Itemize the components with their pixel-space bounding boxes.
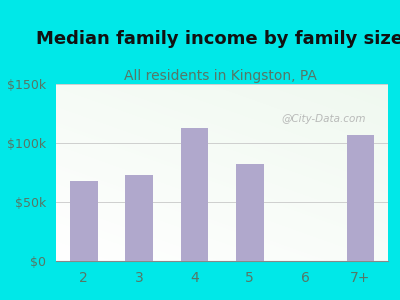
Bar — [125, 175, 153, 261]
Text: All residents in Kingston, PA: All residents in Kingston, PA — [124, 69, 316, 83]
Text: Median family income by family size: Median family income by family size — [36, 30, 400, 48]
Bar — [236, 164, 264, 261]
Bar — [346, 135, 374, 261]
Bar — [180, 128, 208, 261]
Text: @City-Data.com: @City-Data.com — [282, 114, 366, 124]
Bar — [70, 181, 98, 261]
